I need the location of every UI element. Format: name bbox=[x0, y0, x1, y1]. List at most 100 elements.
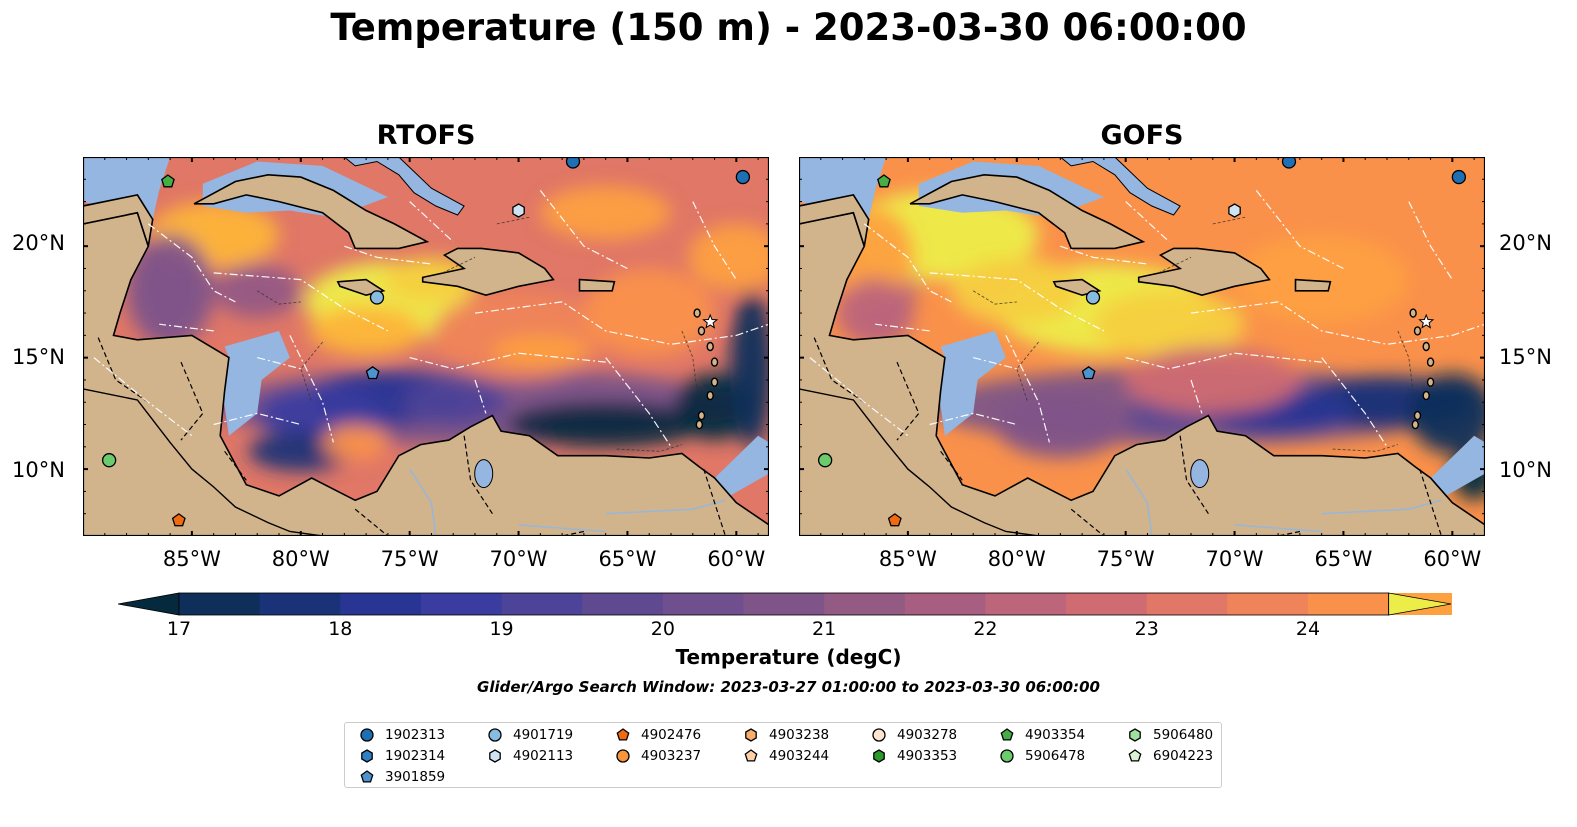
legend-marker-pentagon-icon bbox=[616, 728, 630, 741]
legend-item-4903353: 4903353 bbox=[871, 746, 957, 766]
float-marker-4902113 bbox=[512, 203, 525, 218]
x-tick-rtofs-1: 80°W bbox=[271, 547, 330, 571]
x-tick-rtofs-4: 65°W bbox=[598, 547, 657, 571]
puerto-rico-land bbox=[1294, 278, 1332, 292]
legend-label: 4902113 bbox=[513, 748, 574, 764]
legend-label: 3901859 bbox=[385, 769, 446, 785]
float-marker-3901859 bbox=[1081, 366, 1096, 380]
legend-marker-pentagon-icon bbox=[360, 770, 374, 783]
colorbar-segment bbox=[1146, 593, 1228, 615]
float-marker-4901719 bbox=[1085, 290, 1101, 305]
x-tick-rtofs-3: 70°W bbox=[489, 547, 548, 571]
legend-label: 4903354 bbox=[1025, 727, 1086, 743]
colorbar-segment bbox=[420, 593, 503, 615]
legend-label: 4902476 bbox=[641, 727, 702, 743]
float-marker-1902313 bbox=[1281, 157, 1297, 169]
legend-marker-circle-icon bbox=[872, 728, 886, 742]
legend-item-5906478: 5906478 bbox=[999, 746, 1085, 766]
figure-title: Temperature (150 m) - 2023-03-30 06:00:0… bbox=[330, 6, 1247, 49]
colorbar-tick-23: 23 bbox=[1134, 618, 1159, 640]
map-rtofs-svg bbox=[83, 157, 769, 536]
legend-label: 4903244 bbox=[769, 748, 830, 764]
panel-title-rtofs: RTOFS bbox=[376, 120, 476, 151]
y-tick-left-15n: 15°N bbox=[12, 345, 65, 369]
legend-item-4903237: 4903237 bbox=[615, 746, 701, 766]
y-tick-right-15n: 15°N bbox=[1499, 345, 1552, 369]
colorbar-tick-19: 19 bbox=[489, 618, 514, 640]
colorbar-segment bbox=[662, 593, 745, 615]
colorbar-tick-21: 21 bbox=[812, 618, 837, 640]
star-marker bbox=[702, 313, 719, 329]
search-window-text: Glider/Argo Search Window: 2023-03-27 01… bbox=[477, 678, 1100, 696]
legend-item-4902113: 4902113 bbox=[487, 746, 573, 766]
legend-label: 5906478 bbox=[1025, 748, 1086, 764]
colorbar-segment bbox=[582, 593, 664, 615]
colorbar-segment bbox=[824, 593, 906, 615]
cuba-land bbox=[193, 173, 430, 250]
legend-label: 4903237 bbox=[641, 748, 702, 764]
legend-item-4903354: 4903354 bbox=[999, 725, 1085, 745]
float-marker-4903354 bbox=[877, 174, 891, 188]
y-tick-right-20n: 20°N bbox=[1499, 231, 1552, 255]
legend-label: 1902314 bbox=[385, 748, 446, 764]
legend-marker-hexagon-icon bbox=[489, 749, 501, 763]
legend-item-4903238: 4903238 bbox=[743, 725, 829, 745]
colorbar-segment bbox=[340, 593, 422, 615]
float-marker-5906478 bbox=[817, 453, 833, 468]
legend-item-4901719: 4901719 bbox=[487, 725, 573, 745]
float-marker-4901719 bbox=[369, 290, 385, 305]
colorbar-segment bbox=[904, 593, 987, 615]
legend-label: 4903353 bbox=[897, 748, 958, 764]
colorbar bbox=[117, 592, 1577, 620]
x-tick-gofs-4: 65°W bbox=[1314, 547, 1373, 571]
x-tick-gofs-5: 60°W bbox=[1423, 547, 1482, 571]
legend-item-3901859: 3901859 bbox=[359, 767, 445, 787]
map-gofs-svg bbox=[799, 157, 1485, 536]
bahamas-banks bbox=[1059, 157, 1181, 216]
legend-item-5906480: 5906480 bbox=[1127, 725, 1213, 745]
legend-item-4902476: 4902476 bbox=[615, 725, 701, 745]
legend-label: 4903278 bbox=[897, 727, 958, 743]
x-tick-gofs-0: 85°W bbox=[878, 547, 937, 571]
legend-label: 4901719 bbox=[513, 727, 574, 743]
float-marker-1902313 bbox=[565, 157, 581, 169]
colorbar-tick-17: 17 bbox=[166, 618, 192, 640]
legend-marker-pentagon-icon bbox=[1000, 728, 1014, 741]
colorbar-segment bbox=[179, 593, 261, 615]
legend-marker-circle-icon bbox=[360, 728, 374, 742]
legend-label: 4903238 bbox=[769, 727, 830, 743]
legend-marker-pentagon-icon bbox=[744, 749, 758, 762]
colorbar-segment bbox=[259, 593, 341, 615]
float-marker-5906478 bbox=[101, 453, 117, 468]
x-tick-gofs-3: 70°W bbox=[1205, 547, 1264, 571]
yucatan-land bbox=[83, 157, 154, 247]
map-panel-rtofs bbox=[83, 157, 769, 536]
float-marker-1902313 bbox=[735, 169, 751, 185]
float-legend: 1902313 1902314 3901859 4901719 4902113 49024… bbox=[344, 722, 1222, 788]
colorbar-tick-18: 18 bbox=[328, 618, 353, 640]
star-marker bbox=[1418, 313, 1435, 329]
colorbar-segment bbox=[743, 593, 825, 615]
map-panel-gofs bbox=[799, 157, 1485, 536]
colorbar-segment bbox=[1227, 593, 1309, 615]
x-tick-rtofs-0: 85°W bbox=[162, 547, 221, 571]
colorbar-segment bbox=[1066, 593, 1148, 615]
float-marker-4902476 bbox=[171, 513, 186, 527]
x-tick-gofs-1: 80°W bbox=[987, 547, 1046, 571]
legend-marker-circle-icon bbox=[1000, 749, 1014, 763]
central-south-america-land bbox=[83, 211, 769, 536]
legend-item-4903244: 4903244 bbox=[743, 746, 829, 766]
legend-item-1902313: 1902313 bbox=[359, 725, 445, 745]
legend-marker-hexagon-icon bbox=[873, 749, 885, 763]
colorbar-segment bbox=[1308, 593, 1390, 615]
legend-marker-pentagon-icon bbox=[1128, 749, 1142, 762]
x-tick-gofs-2: 75°W bbox=[1096, 547, 1155, 571]
legend-marker-hexagon-icon bbox=[745, 728, 757, 742]
bahamas-banks bbox=[343, 157, 465, 216]
cuba-land bbox=[909, 173, 1146, 250]
float-marker-4902476 bbox=[887, 513, 902, 527]
float-marker-3901859 bbox=[365, 366, 380, 380]
legend-item-4903278: 4903278 bbox=[871, 725, 957, 745]
colorbar-segment bbox=[501, 593, 583, 615]
legend-marker-circle-icon bbox=[616, 749, 630, 763]
